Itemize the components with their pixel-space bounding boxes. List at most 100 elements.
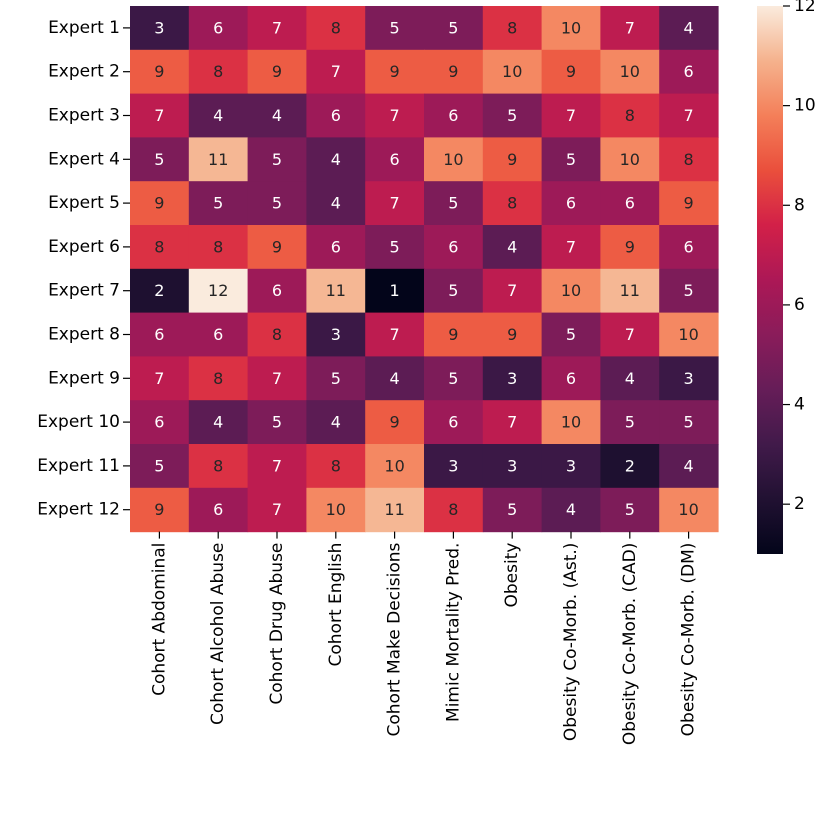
heatmap-cell (188, 356, 249, 401)
cell-value-label: 3 (507, 456, 517, 475)
cell-value-label: 8 (625, 106, 635, 125)
cell-value-label: 8 (154, 237, 164, 256)
cell-value-label: 3 (684, 369, 694, 388)
heatmap-cell (424, 93, 484, 138)
heatmap-cell (482, 137, 543, 182)
cell-value-label: 9 (390, 413, 400, 432)
cell-value-label: 7 (566, 106, 576, 125)
cell-value-label: 6 (684, 62, 694, 81)
cell-value-label: 5 (448, 369, 458, 388)
cell-value-label: 5 (390, 237, 400, 256)
heatmap-cell (482, 225, 543, 270)
heatmap-cell (659, 6, 719, 51)
heatmap-cell (247, 444, 307, 489)
heatmap-cell (365, 49, 425, 95)
cell-value-label: 3 (154, 18, 164, 37)
cell-value-label: 10 (443, 150, 463, 169)
heatmap-cell (247, 268, 307, 314)
heatmap-cell (130, 444, 190, 489)
cell-value-label: 10 (678, 325, 698, 344)
heatmap-cell (541, 312, 601, 357)
heatmap-cell (365, 444, 425, 489)
heatmap-cell (130, 400, 190, 445)
column-tick-label: Obesity Co-Morb. (DM) (679, 543, 699, 737)
heatmap-cell (424, 356, 484, 401)
cell-value-label: 4 (390, 369, 400, 388)
heatmap-cell (188, 444, 249, 489)
heatmap-cell (306, 268, 366, 314)
cell-value-label: 9 (272, 237, 282, 256)
heatmap-cell (659, 181, 719, 226)
cell-value-label: 5 (448, 281, 458, 300)
colorbar-tick-label: 6 (794, 295, 805, 315)
cell-value-label: 5 (448, 194, 458, 213)
heatmap-cell (659, 49, 719, 95)
heatmap-cell (541, 487, 601, 533)
cell-value-label: 7 (684, 106, 694, 125)
cell-value-label: 7 (272, 456, 282, 475)
column-tick-label: Cohort Drug Abuse (267, 543, 287, 705)
cell-value-label: 4 (566, 500, 576, 519)
heatmap-cell (600, 49, 660, 95)
cell-value-label: 5 (625, 500, 635, 519)
cell-value-label: 6 (331, 106, 341, 125)
cell-value-label: 5 (684, 281, 694, 300)
cell-value-label: 10 (620, 62, 640, 81)
cell-value-label: 9 (625, 237, 635, 256)
cell-value-labels: 3 6 7 8 5 5 8 10 7 4 9 8 9 7 9 9 10 9 10 6 7 4 4 6 7 6 5 7 8 7 5 11 5 4 6 1… (154, 18, 698, 519)
cell-value-label: 8 (213, 369, 223, 388)
cell-value-label: 8 (331, 18, 341, 37)
cell-value-label: 5 (272, 150, 282, 169)
heatmap-cell (130, 49, 190, 95)
heatmap-cell (541, 137, 601, 182)
heatmap-cell (306, 400, 366, 445)
cell-value-label: 3 (331, 325, 341, 344)
heatmap-cell (130, 312, 190, 357)
cell-value-label: 12 (208, 281, 228, 300)
heatmap-cell (365, 356, 425, 401)
cell-value-label: 6 (213, 500, 223, 519)
cell-value-label: 11 (208, 150, 228, 169)
cell-value-label: 11 (384, 500, 404, 519)
heatmap-cell (247, 312, 307, 357)
heatmap-cell (482, 93, 543, 138)
cell-value-label: 3 (448, 456, 458, 475)
heatmap-cell (424, 400, 484, 445)
cell-value-label: 6 (331, 237, 341, 256)
cell-value-label: 10 (384, 456, 404, 475)
colorbar-tick-label: 4 (794, 395, 805, 415)
cell-value-label: 4 (684, 18, 694, 37)
cell-value-label: 5 (507, 106, 517, 125)
cell-value-label: 9 (566, 62, 576, 81)
cell-value-label: 8 (448, 500, 458, 519)
cell-value-label: 8 (507, 18, 517, 37)
heatmap-cell (365, 93, 425, 138)
heatmap-cell (188, 268, 249, 314)
heatmap-cell (188, 312, 249, 357)
cell-value-label: 9 (272, 62, 282, 81)
cell-value-label: 4 (213, 413, 223, 432)
cell-value-label: 6 (390, 150, 400, 169)
heatmap-cell (365, 312, 425, 357)
cell-value-label: 7 (154, 369, 164, 388)
cell-value-label: 9 (448, 62, 458, 81)
cell-value-label: 4 (684, 456, 694, 475)
cell-value-label: 7 (625, 18, 635, 37)
heatmap-cell (130, 225, 190, 270)
column-tick-label: Cohort English (326, 543, 346, 667)
heatmap-cell (365, 487, 425, 533)
heatmap-cell (306, 49, 366, 95)
cell-value-label: 10 (620, 150, 640, 169)
heatmap-cell (247, 400, 307, 445)
heatmap-cell (541, 49, 601, 95)
heatmap-cell (482, 400, 543, 445)
cell-value-label: 7 (331, 62, 341, 81)
colorbar-tick-label: 8 (794, 195, 805, 215)
cell-value-label: 7 (566, 237, 576, 256)
heatmap-cell (247, 49, 307, 95)
heatmap-cell (541, 400, 601, 445)
heatmap-cell (482, 444, 543, 489)
heatmap-cell (659, 225, 719, 270)
heatmap-cell (541, 356, 601, 401)
column-tick-label: Cohort Alcohol Abuse (208, 543, 228, 725)
